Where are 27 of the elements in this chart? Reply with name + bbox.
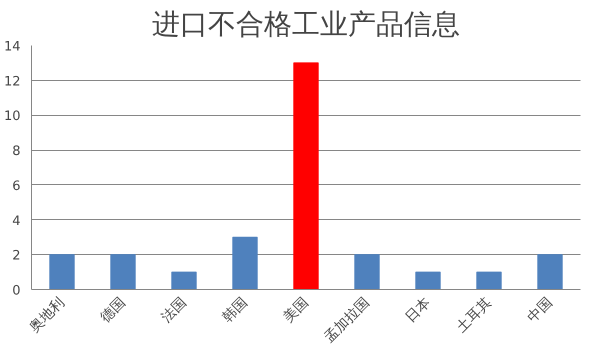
x-tick-label: 德国 [98, 294, 129, 326]
x-tick-label: 韩国 [220, 294, 251, 326]
y-tick-label: 4 [12, 214, 21, 229]
y-tick-label: 14 [4, 40, 21, 54]
bar [476, 272, 502, 290]
y-tick-label: 8 [12, 144, 21, 160]
x-tick-label: 奥地利 [26, 294, 68, 336]
x-tick-label: 孟加拉国 [322, 294, 373, 346]
x-tick-label: 美国 [280, 294, 312, 326]
y-tick-label: 12 [4, 74, 21, 90]
y-tick-label: 10 [4, 109, 21, 124]
bar [415, 272, 441, 290]
y-tick-label: 2 [12, 248, 21, 264]
bar [537, 254, 563, 290]
bar [171, 272, 197, 290]
chart-title: 进口不合格工业产品信息 [152, 8, 460, 40]
bar [232, 236, 258, 290]
bar [49, 254, 75, 290]
y-tick-label: 6 [12, 178, 21, 194]
x-tick-label: 法国 [158, 294, 190, 326]
bar [354, 254, 380, 290]
y-tick-label: 0 [12, 284, 21, 298]
bar [293, 62, 319, 290]
bar [110, 254, 136, 290]
x-tick-label: 土耳其 [454, 294, 495, 336]
x-tick-label: 日本 [402, 294, 434, 326]
x-tick-label: 中国 [524, 294, 556, 326]
